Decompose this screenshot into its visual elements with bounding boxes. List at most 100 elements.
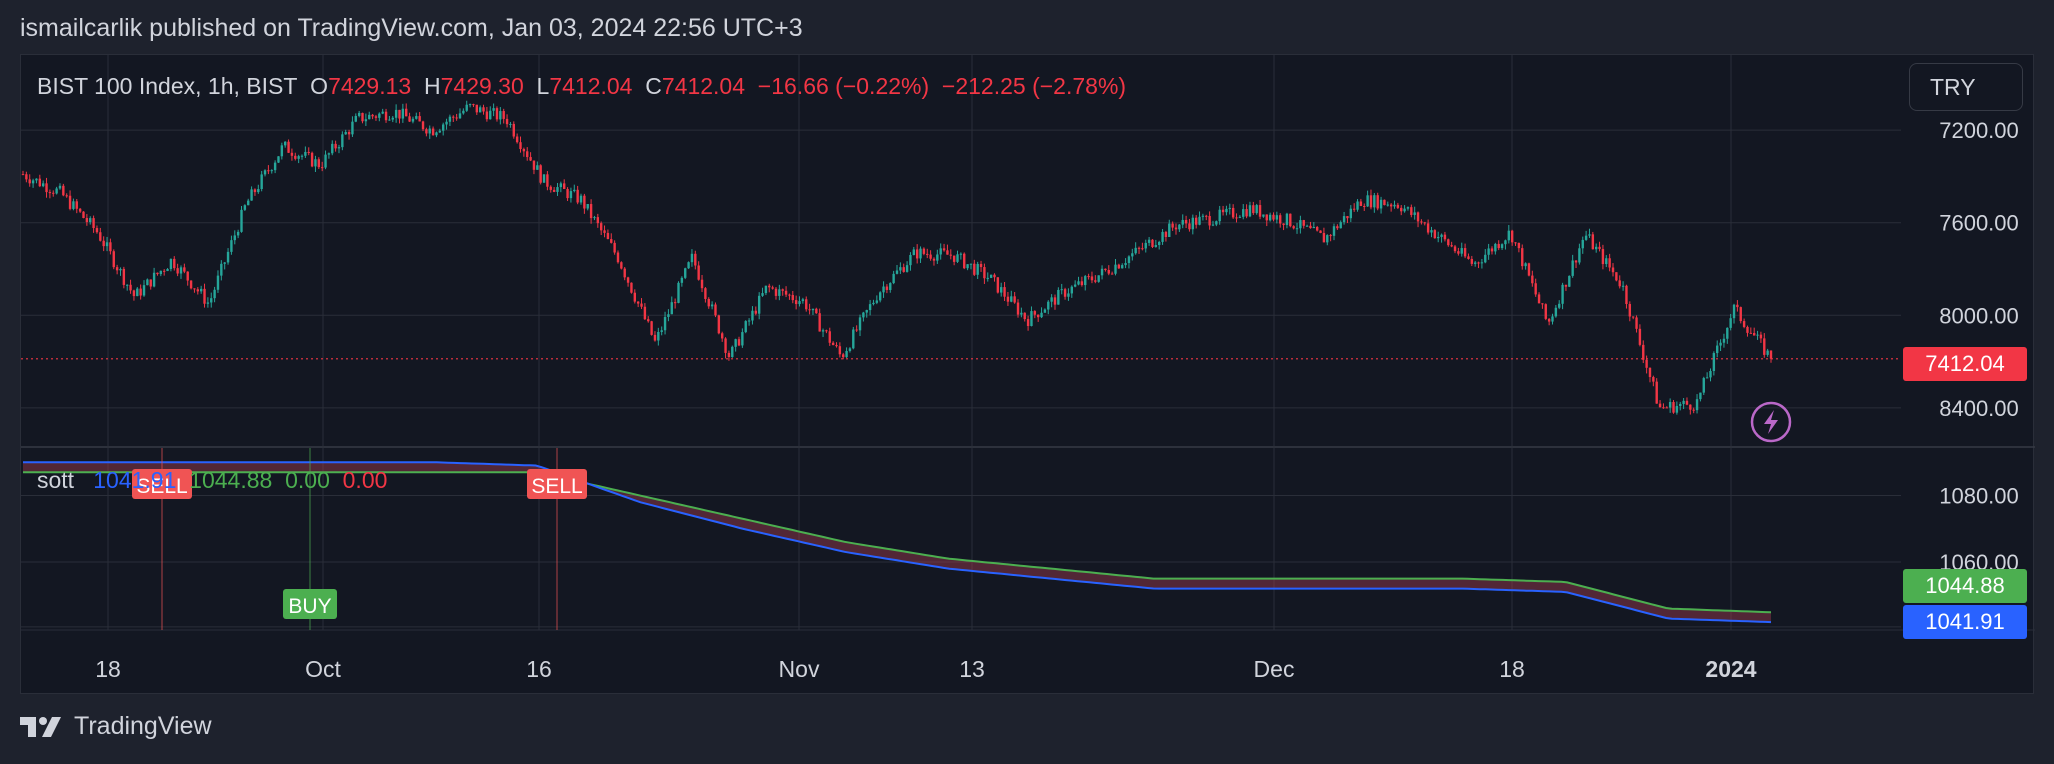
candle [1500,244,1504,249]
candle [1766,350,1769,355]
candle [1430,230,1433,233]
candle [576,189,579,203]
candle [102,240,105,247]
osc-value-2: 1044.88 [189,467,273,493]
candle [1292,226,1295,229]
candle [569,191,573,199]
candle [75,201,78,209]
candle [1447,239,1450,246]
candle [946,250,949,255]
candle [1285,213,1289,225]
candle [952,255,956,262]
candle [95,228,99,233]
candle [1336,226,1339,229]
candle [1406,207,1410,209]
candle [673,302,677,304]
candle [1016,302,1020,315]
candle [1648,367,1652,378]
candle [1595,246,1598,250]
candle [1615,272,1618,281]
candle [596,217,600,224]
candle [895,270,899,274]
candle [304,151,307,156]
candle [606,232,610,240]
candle [821,330,825,332]
tradingview-logo-icon [20,716,61,737]
candle [1137,247,1141,249]
candle [1201,215,1205,217]
candle [475,104,479,113]
candle [1144,242,1147,249]
candle [1289,213,1292,227]
candle [1060,289,1063,291]
candle [1211,224,1215,226]
candle [1662,407,1665,409]
candle [505,118,509,125]
price-tick-label: 7600.00 [1939,211,2019,236]
candle [774,288,778,296]
candle [768,285,771,288]
candle [310,152,314,167]
currency-button[interactable]: TRY [1909,63,2023,111]
candle [761,293,764,296]
candle [986,277,989,279]
candle [1457,251,1460,254]
candle [55,188,58,194]
candle [798,301,801,305]
candle [169,258,173,270]
legend-change: −16.66 (−0.22%) [757,73,930,99]
candle [260,174,263,190]
candle [267,170,270,172]
candle [1030,311,1033,327]
candle [193,288,196,290]
candle [741,332,744,346]
oscillator-legend: sott 1041.91 1044.88 0.00 0.00 [37,467,387,494]
candle [314,159,317,167]
publish-header: ismailcarlik published on TradingView.co… [20,14,803,42]
candle [1087,276,1090,278]
candle [700,279,704,289]
candle [1423,222,1426,224]
candle [1581,239,1584,249]
candle [1084,276,1087,286]
candle [1396,204,1400,208]
price-tick-label: 7200.00 [1939,118,2019,143]
candle [317,159,321,168]
candle [546,174,549,187]
lightning-icon [1764,410,1778,434]
candle [327,153,331,155]
candle [213,289,216,299]
candle [1756,334,1759,336]
candle [808,309,811,311]
footer-brand[interactable]: TradingView [20,712,212,741]
candle [1010,296,1013,302]
candle [1514,242,1517,244]
candle [1531,275,1534,284]
candle [1369,195,1373,208]
candle [1312,227,1316,229]
candle [1736,304,1739,308]
candle [1645,359,1648,368]
candle [203,288,206,304]
chart-area[interactable]: SELL BUY SELL 8400.00 8000.00 7600.00 7200.00… [20,54,2035,695]
candle [1067,293,1070,297]
candle [892,273,895,284]
candle [300,155,304,157]
candle [1231,207,1235,218]
candle [1282,223,1285,225]
candle [1537,294,1541,304]
signal-label: SELL [531,475,582,498]
candle [196,289,199,292]
candle [1319,230,1322,233]
candle [663,317,667,331]
candle [1356,201,1359,210]
candle [45,183,48,193]
candle [1568,275,1571,287]
candle [603,230,606,233]
chart-canvas[interactable]: SELL BUY SELL 8400.00 8000.00 7600.00 7200.00… [21,55,2035,695]
candle [233,235,236,241]
candle [1564,284,1568,287]
candle [398,109,401,119]
candle [731,346,734,358]
candle [115,267,119,271]
